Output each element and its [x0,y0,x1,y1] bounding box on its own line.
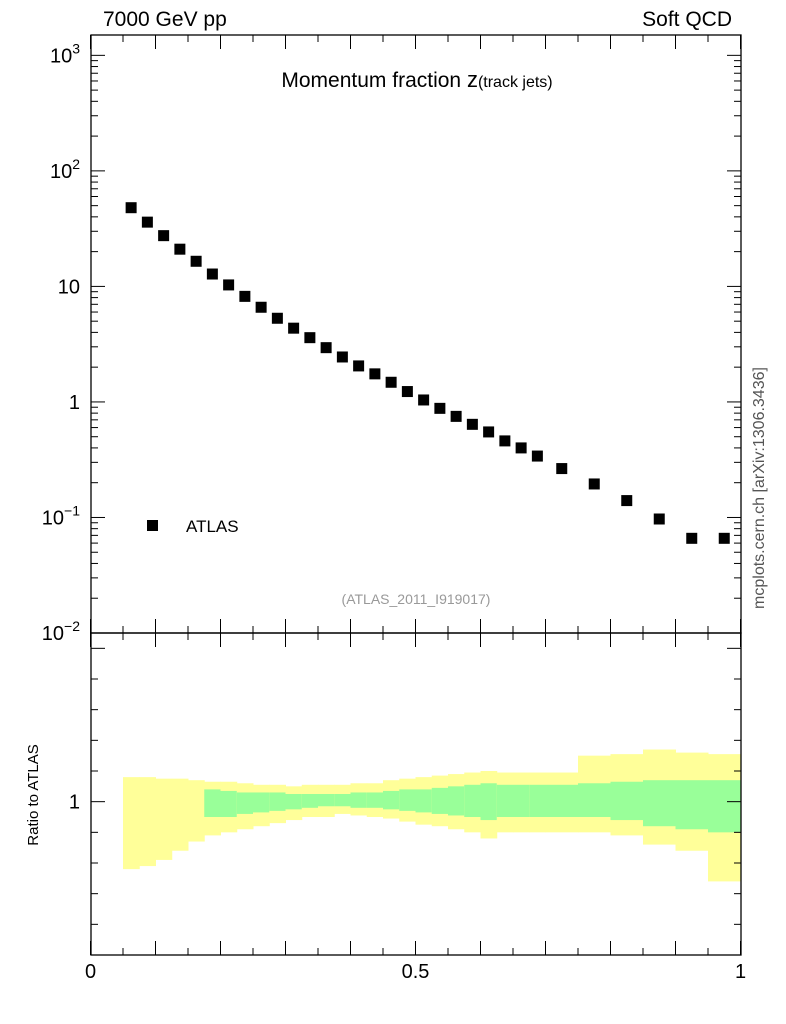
data-point [653,513,665,525]
y-tick-label: 102 [50,156,80,183]
data-point [288,322,300,334]
inner-band-bin [269,792,286,811]
data-point [418,394,430,406]
header-process: Soft QCD [642,8,732,31]
upper-frame [90,34,742,634]
data-point [483,426,495,438]
data-point [556,463,568,475]
data-point [223,279,235,291]
inner-band-bin [220,790,238,817]
data-point [686,532,698,544]
inner-band-bin [383,790,400,810]
data-point [206,268,218,280]
data-point [369,368,381,380]
outer-band-bin [123,777,140,870]
inner-band-bin [578,783,611,817]
outer-band-bin [155,778,173,860]
inner-band-bin [399,789,416,811]
data-point [434,402,446,414]
inner-band-bin [675,780,709,830]
inner-band-bin [301,794,319,808]
data-point [515,442,527,454]
inner-band-bin [415,789,433,813]
data-point [621,495,633,507]
inner-band-bin [236,792,254,814]
data-point [125,202,137,214]
inner-band-bin [318,794,335,807]
inner-band-bin [496,784,514,817]
axes [90,34,742,956]
inner-band-bin [334,794,351,807]
x-tick-label: 0 [85,961,96,983]
outer-band-bin [188,780,205,842]
data-point [466,418,478,430]
ratio-y-tick-label: 1 [69,792,80,814]
data-point [304,332,316,344]
inner-band-bin [513,784,530,817]
inner-band-bin [464,784,481,817]
data-point [588,478,600,490]
inner-band-bin [350,792,368,808]
data-point [718,532,730,544]
outer-band-bin [139,777,156,867]
inner-band-bin [643,780,676,827]
data-point [499,435,511,447]
y-tick-label: 103 [50,40,80,67]
inner-band-bin [480,783,498,821]
x-tick-label: 1 [735,961,746,983]
data-point [385,376,397,388]
y-tick-label: 10−1 [42,502,80,529]
data-point [353,360,365,372]
legend-label: ATLAS [186,517,239,536]
data-point [158,230,170,242]
data-point [239,290,251,302]
chart-title: Momentum fraction z(track jets) [281,67,552,92]
ratio-bands [123,749,741,882]
inner-band-bin [253,792,270,813]
data-point [336,351,348,363]
data-point [271,312,283,324]
data-point [255,301,267,313]
y-tick-label: 10−2 [42,618,80,645]
inner-band-bin [529,784,546,817]
side-label: mcplots.cern.ch [arXiv:1306.3436] [751,367,768,609]
y-tick-label: 10 [58,276,80,298]
inner-band-bin [545,784,579,817]
data-point [531,450,543,462]
data-points [125,202,730,544]
data-point [174,243,186,255]
analysis-label: (ATLAS_2011_I919017) [342,591,491,607]
inner-band-bin [708,780,741,833]
inner-band-bin [204,789,221,817]
inner-band-bin [366,792,384,808]
inner-band-bin [285,794,303,810]
data-point [450,410,462,422]
data-point [190,255,202,267]
data-point [141,216,153,228]
inner-band-bin [448,786,465,816]
data-point [320,342,332,354]
data-point [401,386,413,398]
inner-band-bin [610,781,644,821]
ratio-ylabel: Ratio to ATLAS [25,744,42,845]
header-energy: 7000 GeV pp [103,8,227,31]
legend-marker-atlas [147,520,158,531]
inner-band-bin [431,787,449,814]
outer-band-bin [171,778,189,851]
y-tick-label: 1 [69,392,80,414]
x-tick-label: 0.5 [402,961,430,983]
